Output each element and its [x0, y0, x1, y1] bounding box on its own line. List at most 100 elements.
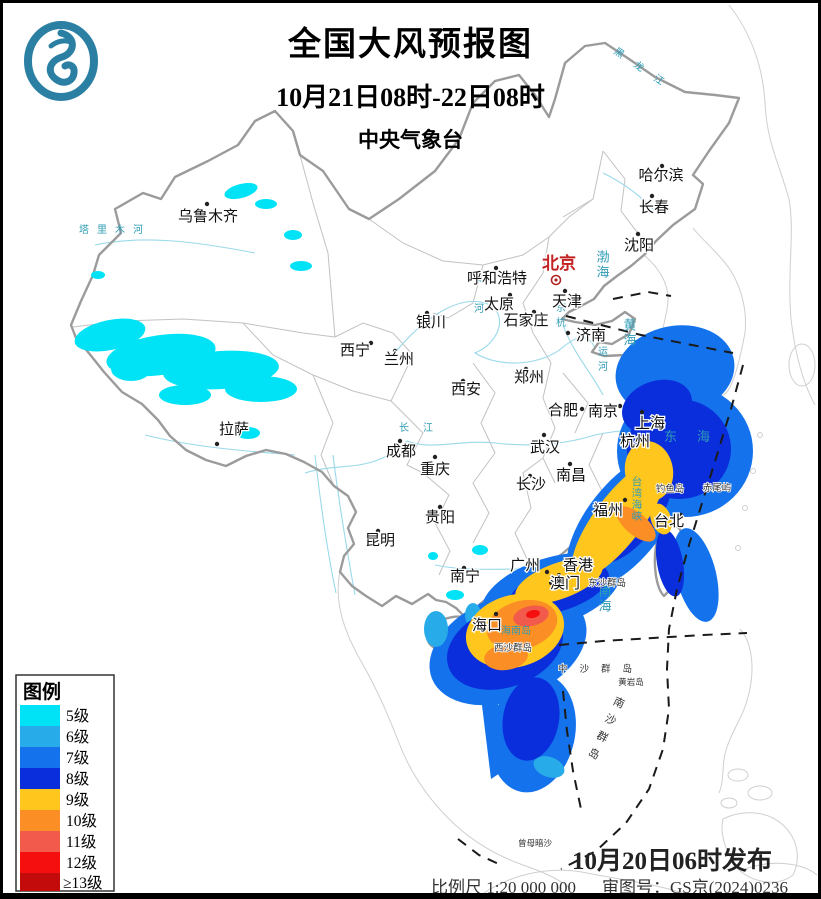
city: 成都	[385, 438, 417, 461]
svg-text:长江: 长江	[399, 422, 447, 434]
city: 兰州	[383, 348, 415, 369]
svg-text:天津: 天津	[552, 293, 582, 310]
zhongsha-label: 中沙群岛	[558, 663, 644, 675]
diaoyudao-label: 钓鱼岛	[656, 483, 685, 495]
svg-text:贵阳: 贵阳	[425, 509, 455, 526]
svg-text:昆明: 昆明	[365, 532, 395, 549]
svg-text:长沙: 长沙	[516, 476, 546, 493]
foreign-coastlines	[337, 4, 818, 893]
chiweiyu-label: 赤尾屿	[703, 482, 732, 494]
legend-label: 8级	[66, 770, 89, 788]
huanghai-label: 黄海	[622, 318, 637, 348]
city: 重庆	[419, 454, 451, 479]
legend-label: ≥13级	[63, 874, 103, 892]
svg-text:哈尔滨: 哈尔滨	[638, 167, 683, 184]
svg-text:京杭: 京杭	[554, 301, 566, 332]
svg-text:海口: 海口	[472, 617, 502, 634]
footer-meta: 比例尺 1:20 000 000 审图号：GS京(2024)0236号	[431, 873, 818, 897]
svg-text:重庆: 重庆	[420, 461, 450, 478]
svg-text:呼和浩特: 呼和浩特	[467, 270, 527, 287]
svg-text:北京: 北京	[542, 253, 576, 273]
hainan-island-label: 海南岛	[501, 624, 531, 637]
legend-swatch	[20, 873, 60, 891]
zengmu-label: 曾母暗沙	[518, 838, 553, 848]
xisha-label: 西沙群岛	[494, 642, 532, 654]
svg-text:黄河: 黄河	[472, 272, 484, 333]
svg-text:合肥: 合肥	[548, 402, 578, 419]
legend-swatch	[20, 789, 60, 810]
donghai-label: 东海	[664, 429, 730, 444]
city: 石家庄	[502, 310, 550, 331]
svg-text:武汉: 武汉	[530, 439, 560, 456]
city: 台北	[653, 512, 686, 532]
city: 合肥	[547, 401, 585, 420]
svg-text:银川: 银川	[416, 314, 446, 331]
svg-text:台北: 台北	[654, 513, 684, 530]
cma-logo-icon	[24, 21, 98, 101]
sea-labels: 渤海 黄海 东海 南海 台湾海峡 海南岛	[501, 249, 730, 637]
legend-label: 12级	[66, 854, 97, 872]
svg-text:郑州: 郑州	[514, 369, 544, 386]
svg-text:南宁: 南宁	[450, 568, 480, 585]
legend-swatch	[20, 768, 60, 789]
legend-swatch	[20, 831, 60, 852]
svg-text:沈阳: 沈阳	[624, 237, 654, 254]
city: 上海	[634, 409, 666, 433]
approval-number: 审图号：GS京(2024)0236号	[601, 878, 789, 897]
city: 呼和浩特	[466, 265, 528, 288]
city: 福州	[592, 497, 628, 520]
map-scale: 比例尺 1:20 000 000	[431, 878, 576, 897]
legend-swatch	[20, 747, 60, 768]
taiwan-strait-label: 台湾海峡	[631, 475, 642, 522]
svg-text:拉萨: 拉萨	[219, 421, 249, 438]
legend-swatch	[20, 705, 60, 726]
city: 长春	[638, 193, 670, 217]
svg-text:上海: 上海	[635, 415, 665, 432]
legend-swatch	[20, 852, 60, 873]
city: 银川	[415, 310, 447, 332]
city: 哈尔滨	[637, 163, 685, 185]
svg-text:乌鲁木齐: 乌鲁木齐	[178, 208, 238, 225]
legend-label: 5级	[66, 707, 89, 725]
legend-label: 11级	[66, 833, 96, 851]
nanhai-label: 南海	[597, 583, 612, 614]
nansha-label: 南沙群岛	[582, 694, 627, 768]
svg-text:澳门: 澳门	[550, 575, 580, 592]
svg-text:成都: 成都	[386, 443, 416, 460]
city: 南昌	[555, 461, 587, 485]
city: 海口	[471, 611, 503, 635]
legend-label: 7级	[66, 749, 89, 767]
capital-beijing: 北京	[541, 252, 577, 286]
svg-text:黑龙江: 黑龙江	[611, 45, 678, 96]
city: 武汉	[529, 432, 561, 457]
svg-text:南京: 南京	[588, 403, 618, 420]
svg-text:西宁: 西宁	[340, 342, 370, 359]
dongsha-label: 东沙群岛	[588, 577, 626, 589]
city: 沈阳	[623, 231, 655, 255]
legend-label: 9级	[66, 791, 89, 809]
city-markers: 乌鲁木齐 哈尔滨 长春 沈阳 呼和浩特 天津 太原 石家庄 银川 济南 兰州 西…	[177, 163, 686, 635]
legend-label: 6级	[66, 728, 89, 746]
legend-label: 10级	[66, 812, 97, 830]
svg-text:长春: 长春	[639, 199, 669, 216]
city: 澳门	[549, 574, 582, 594]
svg-text:石家庄: 石家庄	[503, 311, 548, 329]
city: 昆明	[364, 528, 396, 550]
city: 济南	[565, 326, 607, 345]
svg-text:福州: 福州	[593, 502, 623, 519]
svg-text:香港: 香港	[563, 557, 593, 574]
bohai-label: 渤海	[595, 249, 610, 280]
city: 香港	[557, 556, 594, 577]
city: 天津	[551, 288, 583, 311]
map-svg: 渤海 黄海 东海 南海 台湾海峡 海南岛 钓鱼岛 赤尾屿 东沙群岛 西沙群岛 中…	[15, 4, 818, 893]
legend: 图例 5级 6级 7级 8级 9级 10级 11级 12级 ≥13级	[15, 674, 115, 892]
wind-area-level5	[74, 182, 657, 600]
city: 杭州	[619, 432, 652, 452]
svg-text:广州: 广州	[510, 557, 540, 574]
svg-text:运河: 运河	[596, 346, 608, 376]
svg-text:济南: 济南	[576, 327, 606, 344]
release-time: 10月20日06时发布	[571, 848, 772, 875]
city: 西宁	[339, 341, 374, 360]
city: 广州	[509, 556, 550, 575]
